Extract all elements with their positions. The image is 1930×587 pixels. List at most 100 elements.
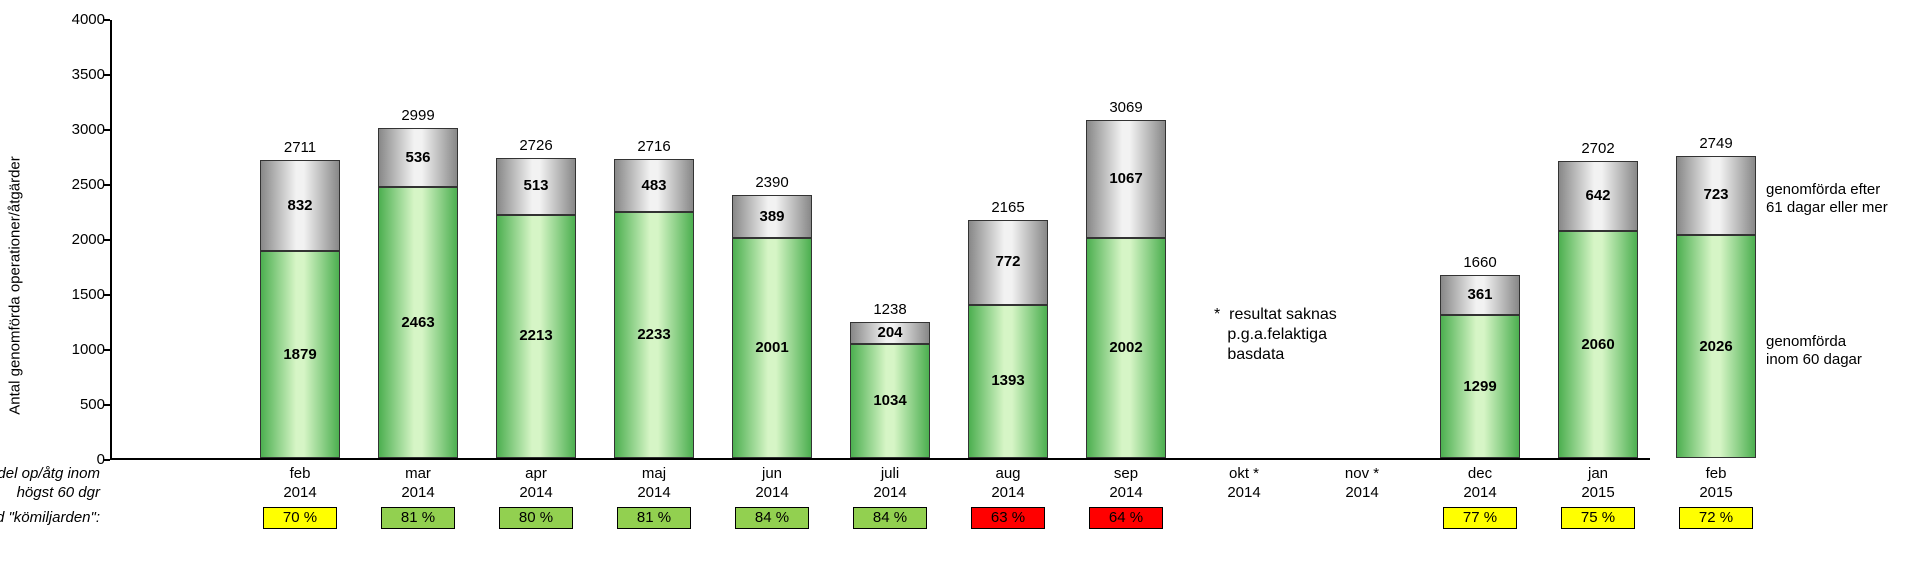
x-month: mar: [378, 465, 458, 484]
bar-total-value: 2716: [614, 138, 694, 155]
note-prefix: *: [1214, 306, 1220, 323]
bar-green-value: 2060: [1558, 336, 1638, 353]
x-year: 2014: [496, 484, 576, 503]
x-month: jan: [1558, 465, 1638, 484]
y-tick-label: 2000: [60, 232, 105, 247]
y-axis-label: Antal genomförda operationer/åtgärder: [7, 156, 24, 415]
legend-gray-line1: genomförda efter: [1766, 181, 1888, 199]
x-month: dec: [1440, 465, 1520, 484]
x-axis-label: dec2014: [1440, 465, 1520, 503]
pct-box: 77 %: [1443, 507, 1517, 529]
bar-green-value: 2233: [614, 326, 694, 343]
y-tick-mark: [104, 294, 110, 296]
bar-total-value: 2726: [496, 137, 576, 154]
bar-green-value: 2213: [496, 327, 576, 344]
bar-total-value: 3069: [1086, 99, 1166, 116]
bar-gray-value: 389: [732, 208, 812, 225]
x-month: apr: [496, 465, 576, 484]
x-month: juli: [850, 465, 930, 484]
stacked-bar-chart: Antal genomförda operationer/åtgärder 05…: [20, 10, 1910, 577]
bar-gray-value: 772: [968, 253, 1048, 270]
y-tick-label: 3500: [60, 67, 105, 82]
bar-gray-value: 361: [1440, 286, 1520, 303]
x-year: 2014: [1440, 484, 1520, 503]
bar-total-value: 1660: [1440, 254, 1520, 271]
x-axis-label: sep2014: [1086, 465, 1166, 503]
bar-green-value: 2002: [1086, 339, 1166, 356]
x-axis-label: nov *2014: [1322, 465, 1402, 503]
pct-row-label: enligt f d "kömiljarden":: [0, 507, 100, 529]
x-axis-label: maj2014: [614, 465, 694, 503]
x-year: 2014: [850, 484, 930, 503]
y-tick-label: 1500: [60, 287, 105, 302]
y-tick-label: 1000: [60, 342, 105, 357]
pct-box: 72 %: [1679, 507, 1753, 529]
y-tick-mark: [104, 184, 110, 186]
y-tick-mark: [104, 349, 110, 351]
bar-total-value: 1238: [850, 301, 930, 318]
bar-total-value: 2999: [378, 107, 458, 124]
bar-green-value: 2463: [378, 314, 458, 331]
bar-gray-value: 723: [1676, 186, 1756, 203]
left-caption: andel op/åtg inom högst 60 dgr: [0, 465, 100, 503]
note-line1: resultat saknas: [1229, 306, 1337, 323]
bar-gray-value: 1067: [1086, 170, 1166, 187]
bar-gray-value: 204: [850, 324, 930, 341]
missing-data-note: * resultat saknas p.g.a.felaktiga basdat…: [1214, 305, 1337, 365]
bar-gray-value: 536: [378, 149, 458, 166]
plot-area: 0500100015002000250030003500400018798322…: [110, 20, 1650, 460]
y-tick-mark: [104, 74, 110, 76]
x-year: 2014: [260, 484, 340, 503]
legend-green-line1: genomförda: [1766, 333, 1862, 351]
bar-total-value: 2711: [260, 139, 340, 156]
x-axis-label: feb2015: [1676, 465, 1756, 503]
x-year: 2014: [1086, 484, 1166, 503]
bar-gray-value: 642: [1558, 187, 1638, 204]
legend-green-line2: inom 60 dagar: [1766, 351, 1862, 369]
pct-box: 80 %: [499, 507, 573, 529]
x-axis-label: okt *2014: [1204, 465, 1284, 503]
bar-gray-value: 483: [614, 177, 694, 194]
y-tick-mark: [104, 129, 110, 131]
x-axis-label: jan2015: [1558, 465, 1638, 503]
bar-green-value: 2026: [1676, 338, 1756, 355]
y-tick-label: 4000: [60, 12, 105, 27]
x-year: 2014: [732, 484, 812, 503]
x-month: maj: [614, 465, 694, 484]
x-axis-label: jun2014: [732, 465, 812, 503]
x-year: 2015: [1676, 484, 1756, 503]
y-tick-mark: [104, 459, 110, 461]
bar-total-value: 2702: [1558, 140, 1638, 157]
pct-box: 75 %: [1561, 507, 1635, 529]
x-year: 2014: [378, 484, 458, 503]
bar-total-value: 2390: [732, 174, 812, 191]
bar-total-value: 2165: [968, 199, 1048, 216]
x-month: feb: [260, 465, 340, 484]
note-line2: p.g.a.felaktiga: [1227, 326, 1327, 343]
left-caption-line2: högst 60 dgr: [0, 484, 100, 503]
bar-green-value: 1034: [850, 392, 930, 409]
x-month: okt *: [1204, 465, 1284, 484]
x-axis-label: mar2014: [378, 465, 458, 503]
x-month: sep: [1086, 465, 1166, 484]
x-year: 2014: [968, 484, 1048, 503]
x-year: 2014: [1322, 484, 1402, 503]
bar-total-value: 2749: [1676, 135, 1756, 152]
x-axis-label: juli2014: [850, 465, 930, 503]
x-month: aug: [968, 465, 1048, 484]
y-axis-line: [110, 20, 112, 458]
legend-green: genomfördainom 60 dagar: [1766, 333, 1862, 369]
y-tick-mark: [104, 404, 110, 406]
pct-box: 81 %: [617, 507, 691, 529]
y-tick-label: 500: [60, 397, 105, 412]
x-year: 2014: [1204, 484, 1284, 503]
bar-green-value: 1299: [1440, 378, 1520, 395]
legend-gray: genomförda efter61 dagar eller mer: [1766, 181, 1888, 217]
bar-green-value: 1393: [968, 372, 1048, 389]
x-axis-label: aug2014: [968, 465, 1048, 503]
bar-green-value: 1879: [260, 346, 340, 363]
y-tick-mark: [104, 19, 110, 21]
x-year: 2014: [614, 484, 694, 503]
bar-gray-value: 513: [496, 177, 576, 194]
left-caption-line1: andel op/åtg inom: [0, 465, 100, 484]
